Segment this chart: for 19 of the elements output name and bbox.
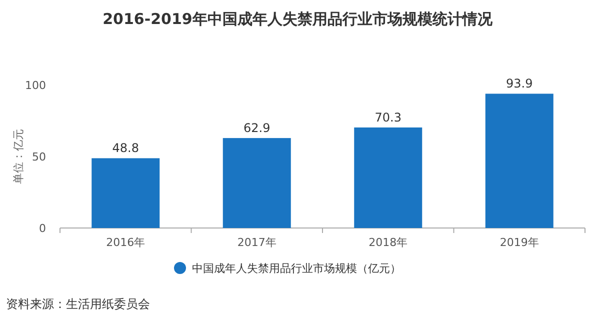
- x-tick-label: 2018年: [368, 236, 408, 249]
- text: 资料来源：生活用纸委员会: [6, 297, 150, 311]
- y-tick-label: 0: [39, 222, 46, 235]
- bar: [222, 138, 291, 228]
- x-tick-label: 2019年: [500, 236, 539, 249]
- y-axis-title: 单位：亿元: [12, 129, 25, 184]
- chart-title: 2016-2019年中国成年人失禁用品行业市场规模统计情况: [102, 10, 494, 28]
- x-tick-label: 2016年: [106, 236, 146, 249]
- data-label: 48.8: [112, 141, 139, 156]
- y-tick-label: 50: [32, 150, 46, 164]
- data-label: 70.3: [374, 110, 402, 124]
- data-label: 62.9: [244, 121, 270, 136]
- bar: [485, 94, 554, 228]
- y-tick-label: 100: [25, 79, 46, 92]
- data-label: 93.9: [506, 76, 533, 91]
- bar: [92, 158, 160, 228]
- x-tick-label: 2017年: [237, 236, 276, 249]
- legend-label: 中国成年人失禁用品行业市场规模（亿元）: [192, 262, 401, 275]
- bar: [354, 127, 422, 228]
